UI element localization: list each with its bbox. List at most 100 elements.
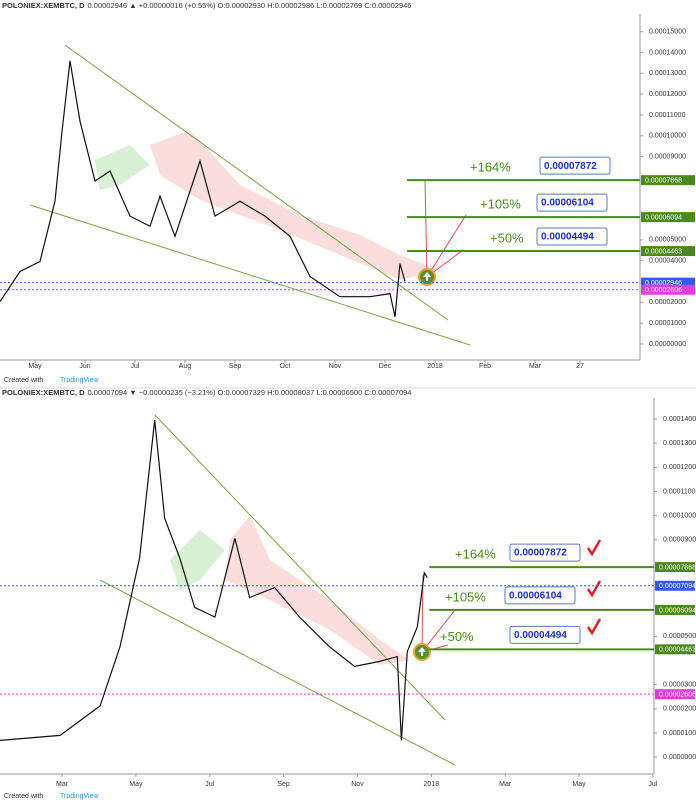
x-tick-label: 2018: [424, 781, 440, 788]
target-box: [509, 543, 581, 562]
header: POLONIEX:XEMBTC, D 0.00007094 ▼ −0.000002…: [2, 388, 411, 397]
x-tick-label: May: [572, 781, 586, 788]
x-tick-label: Sep: [277, 781, 290, 788]
price-tag: [655, 689, 695, 700]
x-tick-label: Dec: [379, 363, 392, 370]
x-tick-label: 2018: [427, 363, 443, 370]
y-tick-label: 0.00011000: [649, 112, 686, 119]
target-price: 0.00006104: [541, 198, 594, 209]
price-tag-label: 0.00007868: [645, 178, 682, 185]
target-price: 0.00006104: [509, 591, 562, 602]
y-tick-label: 0.00011000: [663, 488, 696, 495]
target-percent: +105%: [445, 589, 486, 604]
y-tick-label: 0.00014000: [663, 416, 696, 423]
y-tick-label: 0.00001000: [663, 730, 696, 737]
credit: Created with: [4, 793, 43, 800]
header-title: POLONIEX:XEMBTC, D: [2, 388, 85, 397]
target-box: [539, 156, 611, 175]
x-tick-label: Aug: [179, 363, 192, 370]
target-box: [504, 586, 576, 605]
cloud: [95, 145, 150, 190]
x-tick-label: Jul: [648, 781, 657, 788]
price-tag: [655, 580, 695, 591]
target-percent: +105%: [480, 197, 521, 212]
y-tick-label: 0.00002000: [663, 706, 696, 713]
x-tick-label: May: [28, 363, 42, 370]
header-ohlc: 0.00007094 ▼ −0.00000235 (−3.21%) O:0.00…: [88, 388, 412, 397]
header-title: POLONIEX:XEMBTC, D: [2, 1, 85, 10]
price-tag: [655, 562, 695, 573]
x-tick-label: Sep: [229, 363, 242, 370]
y-tick-label: 0.00009000: [649, 153, 686, 160]
price-tag-label: 0.00007094: [659, 583, 696, 590]
y-tick-label: 0.00015000: [649, 29, 686, 36]
x-tick-label: Feb: [479, 363, 491, 370]
target-price: 0.00004494: [514, 630, 567, 641]
price-tag-label: 0.00002946: [645, 280, 682, 287]
price-tag-label: 0.00006094: [659, 607, 696, 614]
target-box: [509, 625, 581, 644]
trendline: [154, 414, 446, 721]
brand: TradingView: [60, 377, 99, 384]
x-tick-label: Jun: [79, 363, 90, 370]
x-tick-label: Jul: [131, 363, 140, 370]
y-tick-label: 0.00010000: [663, 512, 696, 519]
y-tick-label: 0.00012000: [663, 464, 696, 471]
y-tick-label: 0.00013000: [649, 70, 686, 77]
x-tick-label: Mar: [56, 781, 69, 788]
price-tag-label: 0.00004463: [645, 248, 682, 255]
y-tick-label: 0.00001000: [649, 320, 686, 327]
price-tag-label: 0.00002606: [659, 692, 696, 699]
price-line: [0, 419, 428, 741]
target-box: [536, 193, 608, 212]
x-tick-label: Jul: [205, 781, 214, 788]
y-tick-label: 0.00000000: [649, 341, 686, 348]
target-price: 0.00007872: [544, 161, 597, 172]
target-percent: +50%: [440, 629, 474, 644]
target-percent: +50%: [490, 230, 524, 245]
trendline: [99, 579, 456, 766]
y-tick-label: 0.00005000: [649, 237, 686, 244]
credit: Created with: [4, 377, 43, 384]
x-tick-label: May: [129, 781, 143, 788]
target-box: [536, 227, 608, 246]
target-price: 0.00007872: [514, 548, 567, 559]
x-tick-label: Oct: [280, 363, 291, 370]
target-price: 0.00004494: [541, 232, 594, 243]
y-tick-label: 0.00012000: [649, 91, 686, 98]
x-tick-label: Mar: [529, 363, 542, 370]
signal-arrow: [418, 647, 426, 656]
cloud: [170, 530, 225, 590]
price-line: [0, 60, 406, 318]
cloud: [225, 515, 410, 665]
x-tick-label: Nov: [329, 363, 342, 370]
price-tag-label: 0.00004463: [659, 647, 696, 654]
price-tag-label: 0.00002606: [645, 287, 682, 294]
price-tag-label: 0.00007868: [659, 564, 696, 571]
brand: TradingView: [60, 793, 99, 800]
trendline: [29, 204, 471, 346]
price-tag: [641, 212, 695, 223]
price-tag: [641, 246, 695, 257]
y-tick-label: 0.00005000: [663, 633, 696, 640]
y-tick-label: 0.00014000: [649, 49, 686, 56]
header: POLONIEX:XEMBTC, D 0.00002946 ▲ +0.000000…: [2, 1, 411, 10]
y-tick-label: 0.00002000: [649, 299, 686, 306]
y-tick-label: 0.00010000: [649, 133, 686, 140]
y-tick-label: 0.00000000: [663, 754, 696, 761]
price-tag: [641, 175, 695, 186]
x-tick-label: Mar: [499, 781, 512, 788]
y-tick-label: 0.00009000: [663, 537, 696, 544]
trendline: [64, 44, 449, 321]
y-tick-label: 0.00013000: [663, 440, 696, 447]
header-ohlc: 0.00002946 ▲ +0.00000016 (+0.55%) O:0.00…: [88, 1, 412, 10]
price-tag: [655, 644, 695, 655]
x-tick-label: 27: [576, 363, 584, 370]
y-tick-label: 0.00004000: [649, 258, 686, 265]
x-tick-label: Nov: [351, 781, 364, 788]
price-tag: [641, 284, 695, 295]
price-tag-label: 0.00006094: [645, 214, 682, 221]
